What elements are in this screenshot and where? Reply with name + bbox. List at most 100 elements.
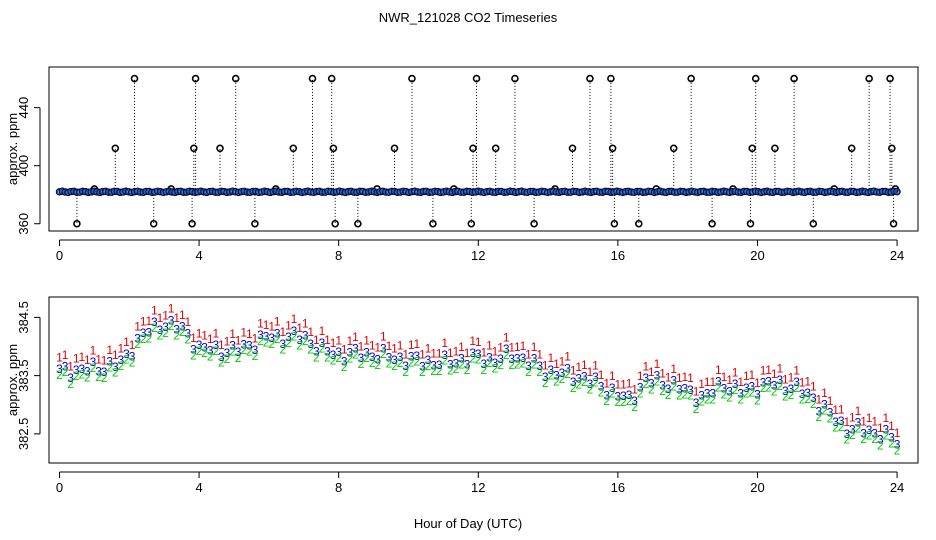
series-1-point: 1 [73,351,80,365]
series-3-point: 3 [73,363,80,377]
series-3-point: 3 [95,364,102,378]
series-3-point: 3 [123,347,130,361]
top-baseline-points [55,187,901,197]
series-1-point: 1 [285,319,292,333]
bottom-x-tick-label: 0 [56,480,63,495]
series-3-point: 3 [698,389,705,403]
series-3-point: 3 [849,422,856,436]
series-2-point: 2 [654,374,661,388]
series-1-point: 1 [581,358,588,372]
series-3-point: 3 [626,388,633,402]
series-2-point: 2 [246,345,253,359]
series-1-point: 1 [469,334,476,348]
series-2-point: 2 [804,392,811,406]
series-2-point: 2 [687,389,694,403]
series-3-point: 3 [173,323,180,337]
series-1-point: 1 [341,343,348,357]
series-1-point: 1 [196,326,203,340]
series-3-point: 3 [458,352,465,366]
series-3-point: 3 [464,357,471,371]
top-panel: 0 4 8 12 16 20 24 360 400 440 approx. ppm [5,66,919,263]
series-1-point: 1 [157,311,164,325]
series-3-point: 3 [670,374,677,388]
series-2-point: 2 [760,381,767,395]
series-3-point: 3 [274,326,281,340]
series-1-point: 1 [737,375,744,389]
series-1-point: 1 [313,333,320,347]
series-1-point: 1 [564,350,571,364]
series-3-point: 3 [291,324,298,338]
series-2-point: 2 [129,355,136,369]
spike-point [469,144,477,153]
series-2-point: 2 [860,432,867,446]
spike-point [511,74,519,83]
series-1-point: 1 [90,344,97,358]
series-1-point: 1 [698,377,705,391]
series-2-point: 2 [542,376,549,390]
series-1-point: 1 [709,375,716,389]
series-1-point: 1 [95,353,102,367]
series-1-point: 1 [531,340,538,354]
spike-point [331,219,339,228]
series-2-point: 2 [196,344,203,358]
bottom-x-tick-label: 12 [471,480,485,495]
series-1-point: 1 [609,369,616,383]
series-2-point: 2 [95,370,102,384]
spike-point [354,219,362,228]
series-3-point: 3 [676,383,683,397]
series-3-point: 3 [190,343,197,357]
series-1-point: 1 [536,347,543,361]
spike-point [530,219,538,228]
series-2-point: 2 [464,363,471,377]
series-2-point: 2 [151,321,158,335]
series-2-point: 2 [525,365,532,379]
series-3-point: 3 [810,391,817,405]
series-1-point: 1 [553,357,560,371]
bottom-plot-frame [48,296,919,464]
series-3-point: 3 [771,378,778,392]
series-3-point: 3 [816,404,823,418]
series-2-point: 2 [838,420,845,434]
series-3-point: 3 [229,339,236,353]
series-2-point: 2 [827,411,834,425]
series-1-point: 1 [592,358,599,372]
series-1-point: 1 [894,426,901,440]
series-3-point: 3 [145,326,152,340]
spike-point [408,74,416,83]
spike-point [191,74,200,83]
series-1-point: 1 [257,317,264,331]
series-1-point: 1 [123,335,130,349]
series-3-point: 3 [78,362,85,376]
series-2-point: 2 [268,337,275,351]
series-2-point: 2 [631,400,638,414]
series-2-point: 2 [894,443,901,457]
series-2-point: 2 [503,348,510,362]
series-1-point: 1 [676,371,683,385]
series-1-point: 1 [475,335,482,349]
series-2-point: 2 [469,352,476,366]
series-2-point: 2 [821,403,828,417]
series-3-point: 3 [330,348,337,362]
series-1-point: 1 [626,376,633,390]
series-1-point: 1 [263,318,270,332]
spike-point [130,74,139,83]
spike-point [790,74,798,83]
series-3-point: 3 [715,375,722,389]
top-y-tick-label: 440 [16,97,31,119]
series-2-point: 2 [754,393,761,407]
series-2-point: 2 [240,343,247,357]
series-1-point: 1 [788,371,795,385]
series-2-point: 2 [832,421,839,435]
series-2-point: 2 [855,421,862,435]
series-1-point: 1 [386,339,393,353]
series-2-point: 2 [145,332,152,346]
series-3-point: 3 [871,426,878,440]
spike-point [429,219,437,228]
series-1-point: 1 [291,312,298,326]
spike-point [491,144,500,153]
series-3-point: 3 [575,372,582,386]
series-3-point: 3 [196,338,203,352]
series-1-point: 1 [832,403,839,417]
series-1-point: 1 [352,330,359,344]
series-2-point: 2 [224,352,231,366]
